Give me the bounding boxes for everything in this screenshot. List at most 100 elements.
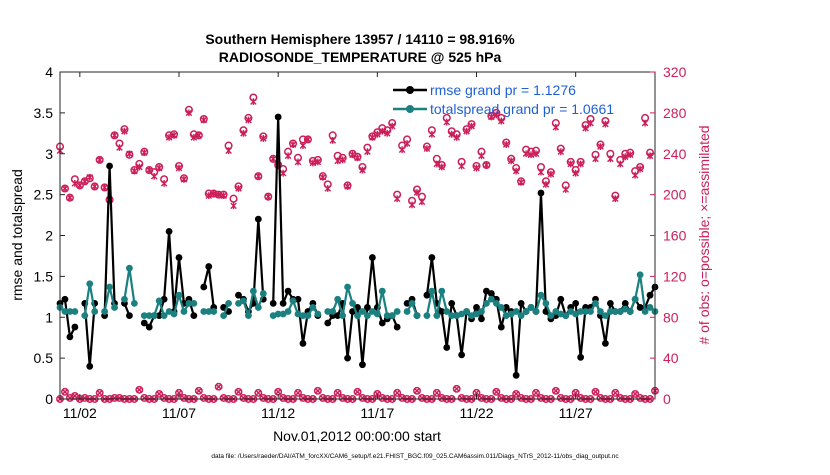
totalspread-point — [373, 310, 381, 318]
totalspread-point — [522, 308, 530, 315]
rmse-point — [344, 354, 351, 362]
obs-assimilated-marker — [483, 161, 490, 169]
rmse-point — [448, 299, 456, 307]
x-tick-label: 11/22 — [460, 405, 494, 421]
obs-bottom-possible-marker — [591, 387, 600, 396]
obs-assimilated-marker — [567, 160, 575, 168]
obs-assimilated-marker — [86, 173, 94, 181]
obs-bottom-assimilated-marker — [215, 383, 222, 390]
obs-assimilated-marker — [230, 202, 237, 210]
obs-bottom-possible-marker — [413, 386, 421, 395]
totalspread-point — [438, 287, 446, 295]
obs-bottom-possible-marker — [234, 387, 243, 396]
rmse-point — [200, 283, 208, 291]
rmse-point — [428, 254, 436, 261]
obs-bottom-assimilated-marker — [275, 388, 282, 395]
totalspread-point — [121, 295, 128, 303]
obs-bottom-possible-marker — [631, 389, 640, 398]
obs-assimilated-marker — [374, 130, 381, 138]
totalspread-point — [527, 304, 535, 311]
rmse-point — [126, 312, 133, 320]
obs-assimilated-marker — [126, 150, 133, 158]
obs-assimilated-marker — [245, 116, 252, 124]
obs-assimilated-marker — [121, 127, 128, 135]
obs-bottom-assimilated-marker — [632, 390, 639, 398]
obs-assimilated-marker — [383, 129, 391, 137]
rmse-point — [517, 299, 525, 307]
totalspread-point — [254, 304, 262, 311]
obs-bottom-possible-marker — [294, 388, 302, 397]
obs-assimilated-marker — [502, 141, 510, 148]
rmse-point — [646, 291, 654, 299]
totalspread-point — [354, 312, 361, 320]
totalspread-point — [611, 308, 619, 315]
obs-possible-marker — [229, 194, 238, 203]
y-tick-label-left: 0 — [45, 391, 53, 407]
totalspread-point — [126, 264, 133, 272]
totalspread-point — [463, 308, 470, 315]
totalspread-point — [130, 299, 138, 307]
obs-assimilated-marker — [552, 123, 560, 131]
y-tick-label-right: 320 — [663, 64, 687, 80]
totalspread-point — [71, 308, 79, 315]
rmse-point — [572, 299, 580, 307]
obs-assimilated-marker — [185, 109, 193, 117]
obs-assimilated-marker — [626, 151, 634, 159]
obs-assimilated-marker — [463, 127, 470, 135]
totalspread-point — [150, 312, 158, 320]
totalspread-point — [170, 310, 178, 318]
totalspread-point — [91, 308, 99, 315]
obs-assimilated-marker — [572, 169, 579, 177]
totalspread-point — [428, 287, 436, 295]
obs-assimilated-marker — [259, 135, 267, 142]
obs-assimilated-marker — [636, 165, 644, 173]
obs-assimilated-marker — [255, 172, 262, 180]
obs-assimilated-marker — [408, 201, 416, 209]
rmse-point — [443, 344, 451, 351]
rmse-point — [478, 315, 485, 323]
totalspread-point — [408, 299, 416, 307]
totalspread-point — [537, 291, 545, 299]
obs-assimilated-marker — [289, 141, 297, 148]
totalspread-point — [259, 290, 267, 297]
obs-bottom-assimilated-marker — [96, 389, 103, 396]
obs-assimilated-marker — [512, 167, 520, 175]
rmse-point — [368, 254, 376, 261]
obs-bottom-assimilated-marker — [374, 390, 381, 398]
obs-bottom-assimilated-marker — [612, 389, 619, 396]
totalspread-point — [140, 312, 148, 320]
rmse-point — [512, 371, 520, 379]
rmse-point — [106, 162, 113, 170]
rmse-point — [165, 228, 173, 235]
y-tick-label-left: 1 — [45, 309, 53, 325]
obs-bottom-assimilated-marker — [235, 388, 242, 395]
y-tick-label-left: 3 — [45, 146, 53, 162]
obs-assimilated-marker — [359, 166, 366, 174]
totalspread-point — [299, 312, 307, 320]
totalspread-point — [512, 308, 520, 315]
obs-assimilated-marker — [66, 194, 74, 202]
obs-bottom-possible-marker — [135, 385, 144, 394]
obs-bottom-assimilated-marker — [136, 386, 143, 393]
totalspread-point — [304, 312, 312, 320]
rmse-point — [269, 299, 277, 307]
obs-assimilated-marker — [398, 146, 406, 154]
x-tick-label: 11/17 — [360, 405, 394, 421]
obs-assimilated-marker — [542, 181, 550, 188]
obs-bottom-assimilated-marker — [552, 387, 559, 394]
totalspread-point — [210, 308, 218, 315]
totalspread-point — [388, 312, 396, 320]
obs-bottom-assimilated-marker — [354, 388, 361, 395]
totalspread-point — [587, 308, 594, 315]
rmse-point — [497, 323, 505, 331]
obs-assimilated-marker — [388, 122, 396, 130]
obs-bottom-possible-marker — [532, 388, 540, 397]
obs-assimilated-marker — [616, 160, 624, 168]
rmse-point — [190, 312, 198, 320]
chart-title-line2: RADIOSONDE_TEMPERATURE @ 525 hPa — [219, 49, 502, 65]
y-tick-label-right: 40 — [663, 350, 679, 366]
obs-assimilated-marker — [423, 145, 431, 153]
x-tick-label: 11/12 — [261, 405, 295, 421]
obs-bottom-possible-marker — [194, 386, 203, 395]
totalspread-point — [225, 299, 232, 307]
